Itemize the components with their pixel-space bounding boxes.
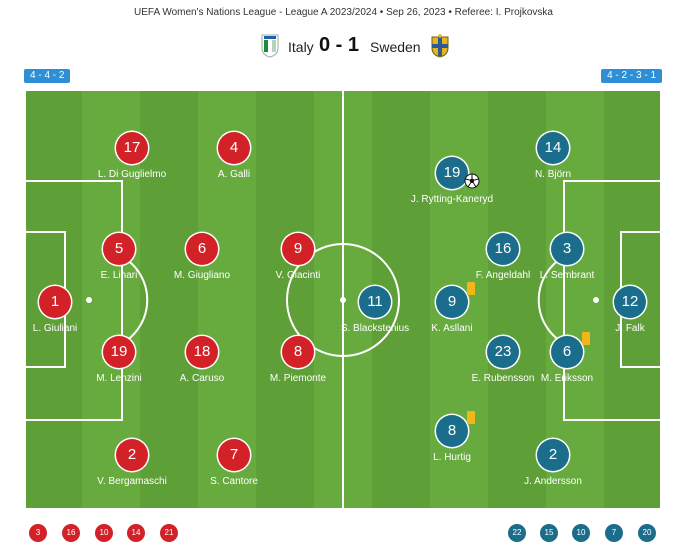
yellow-card-icon — [582, 332, 590, 345]
center-spot — [340, 297, 346, 303]
home-sub-badge[interactable]: 21 — [160, 524, 178, 542]
sweden-crest-icon — [431, 34, 449, 58]
player-number: 12 — [614, 286, 646, 318]
scoreline: Italy 0 - 1 Sweden — [0, 32, 687, 62]
player-name: L. Di Guglielmo — [97, 169, 167, 180]
player-number: 18 — [186, 336, 218, 368]
player-name: M. Piemonte — [269, 373, 327, 384]
player-number: 4 — [218, 132, 250, 164]
player-number: 9 — [282, 233, 314, 265]
player-name: V. Giacinti — [275, 270, 321, 281]
yellow-card-icon — [467, 411, 475, 424]
player-name: F. Angeldahl — [475, 270, 531, 281]
player-number: 7 — [218, 439, 250, 471]
player-name: J. Rytting-Kaneryd — [410, 194, 494, 205]
player-name: J. Andersson — [524, 476, 582, 487]
away-sub-badge[interactable]: 10 — [572, 524, 590, 542]
player-name: M. Giugliano — [173, 270, 231, 281]
player-name: A. Galli — [217, 169, 251, 180]
player-name: S. Cantore — [210, 476, 258, 487]
player-number: 14 — [537, 132, 569, 164]
home-penalty-box — [24, 180, 123, 421]
match-info-header: UEFA Women's Nations League - League A 2… — [134, 7, 553, 18]
player-number: 5 — [103, 233, 135, 265]
away-sub-badge[interactable]: 20 — [638, 524, 656, 542]
center-circle — [286, 243, 400, 357]
away-sub-badge[interactable]: 15 — [540, 524, 558, 542]
home-sub-badge[interactable]: 10 — [95, 524, 113, 542]
away-sub-badge[interactable]: 22 — [508, 524, 526, 542]
player-number: 17 — [116, 132, 148, 164]
score: 0 - 1 — [319, 34, 360, 56]
player-name: M. Eriksson — [540, 373, 594, 384]
player-name: N. Björn — [534, 169, 572, 180]
home-penalty-spot — [86, 297, 92, 303]
player-number: 8 — [282, 336, 314, 368]
away-penalty-spot — [593, 297, 599, 303]
player-number: 9 — [436, 286, 468, 318]
player-number: 6 — [186, 233, 218, 265]
away-penalty-box — [563, 180, 662, 421]
away-formation-badge: 4 - 2 - 3 - 1 — [601, 69, 662, 83]
yellow-card-icon — [467, 282, 475, 295]
player-number: 1 — [39, 286, 71, 318]
soccer-ball-icon — [464, 173, 480, 189]
player-name: L. Sembrant — [539, 270, 595, 281]
italy-crest-icon — [261, 34, 279, 58]
home-team-name: Italy — [288, 39, 314, 55]
away-team-name: Sweden — [370, 39, 421, 55]
home-sub-badge[interactable]: 16 — [62, 524, 80, 542]
home-sub-badge[interactable]: 14 — [127, 524, 145, 542]
player-name: L. Giuliani — [32, 323, 78, 334]
player-number: 2 — [116, 439, 148, 471]
player-name: L. Hurtig — [433, 452, 471, 463]
home-penalty-arc — [120, 255, 149, 345]
player-number: 6 — [551, 336, 583, 368]
player-name: A. Caruso — [179, 373, 225, 384]
player-number: 19 — [103, 336, 135, 368]
home-formation-badge: 4 - 4 - 2 — [24, 69, 71, 83]
pitch: 1 L. Giuliani 5 E. Linari 19 M. Lenzini … — [24, 89, 662, 510]
player-name: K. Asllani — [431, 323, 473, 334]
player-number: 8 — [436, 415, 468, 447]
player-name: V. Bergamaschi — [97, 476, 167, 487]
player-name: J. Falk — [615, 323, 645, 334]
player-name: E. Linari — [100, 270, 138, 281]
player-number: 16 — [487, 233, 519, 265]
player-name: E. Rubensson — [471, 373, 535, 384]
player-number: 3 — [551, 233, 583, 265]
player-name: S. Blackstenius — [340, 323, 410, 334]
player-number: 23 — [487, 336, 519, 368]
home-sub-badge[interactable]: 3 — [29, 524, 47, 542]
player-name: M. Lenzini — [96, 373, 142, 384]
player-number: 19 — [436, 157, 468, 189]
away-penalty-arc — [537, 255, 566, 345]
away-sub-badge[interactable]: 7 — [605, 524, 623, 542]
player-number: 2 — [537, 439, 569, 471]
player-number: 11 — [359, 286, 391, 318]
